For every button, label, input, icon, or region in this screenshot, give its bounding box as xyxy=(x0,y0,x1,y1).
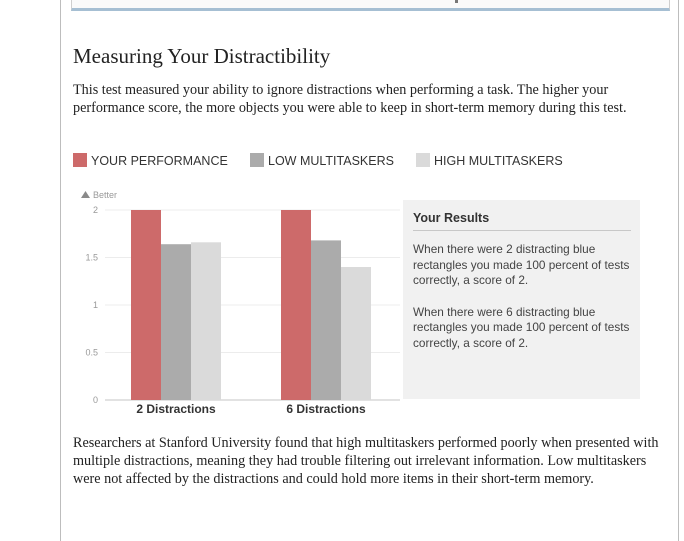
legend-label-low-multitaskers: LOW MULTITASKERS xyxy=(268,154,394,168)
result-2-distractions: When there were 2 distracting blue recta… xyxy=(413,242,630,287)
y-tick-label: 0.5 xyxy=(85,348,98,358)
legend-swatch-high-multitaskers xyxy=(416,153,430,167)
panel-edge-mark xyxy=(455,0,458,3)
intro-paragraph: This test measured your ability to ignor… xyxy=(73,82,627,116)
bar-2-3 xyxy=(341,267,371,400)
y-tick-label: 2 xyxy=(93,205,98,215)
page-title: Measuring Your Distractibility xyxy=(73,44,331,68)
results-panel: Your Results When there were 2 distracti… xyxy=(403,200,640,399)
results-title: Your Results xyxy=(413,200,631,231)
page-frame-left xyxy=(60,0,61,541)
legend-swatch-low-multitaskers xyxy=(250,153,264,167)
research-paragraph: Researchers at Stanford University found… xyxy=(73,435,659,487)
page-frame-right xyxy=(678,0,679,541)
bar-1-2 xyxy=(161,244,191,400)
legend-label-high-multitaskers: HIGH MULTITASKERS xyxy=(434,154,563,168)
bar-2-2 xyxy=(311,240,341,400)
triangle-up-icon xyxy=(81,191,90,198)
y-tick-label: 0 xyxy=(93,395,98,405)
legend-label-your-performance: YOUR PERFORMANCE xyxy=(91,154,228,168)
y-tick-label: 1 xyxy=(93,300,98,310)
bar-1-3 xyxy=(191,242,221,400)
result-6-distractions: When there were 6 distracting blue recta… xyxy=(413,304,630,350)
x-category-label: 6 Distractions xyxy=(286,402,366,416)
bar-2-1 xyxy=(281,210,311,400)
previous-panel-edge xyxy=(71,0,670,11)
y-tick-label: 1.5 xyxy=(85,253,98,263)
x-category-label: 2 Distractions xyxy=(136,402,216,416)
legend-swatch-your-performance xyxy=(73,153,87,167)
bar-1-1 xyxy=(131,210,161,400)
better-indicator-label: Better xyxy=(93,190,117,200)
